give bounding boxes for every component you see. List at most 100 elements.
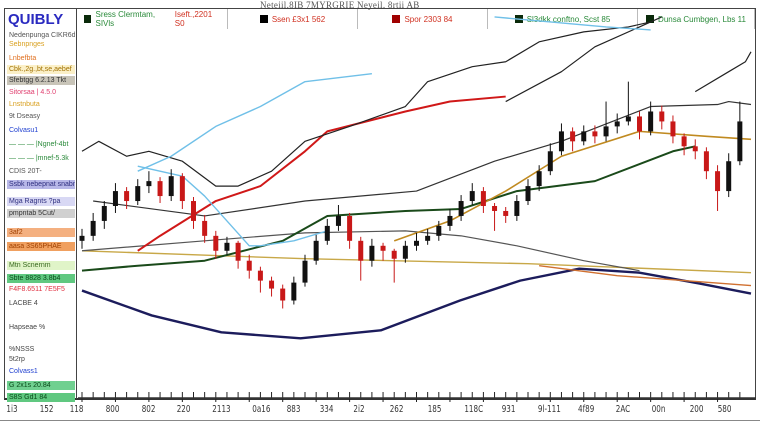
- candle-body: [146, 181, 152, 187]
- candle-body: [692, 146, 698, 152]
- candle-body: [525, 186, 531, 202]
- candle-body: [625, 116, 631, 122]
- candle-body: [514, 201, 520, 216]
- candle-body: [726, 161, 732, 192]
- x-tick-label: 2113: [212, 404, 231, 415]
- candle-body: [191, 201, 196, 221]
- sidebar-item[interactable]: 3af2: [7, 228, 75, 237]
- header-text: Neteiil.8IB 7MYRGRIE Neyeil. 8rtii AB: [260, 0, 420, 10]
- sidebar-item[interactable]: S8S Gd1 84: [7, 393, 75, 402]
- candle-body: [369, 245, 375, 261]
- candle-body: [648, 111, 654, 132]
- overlay-line: [137, 95, 506, 252]
- candle-body: [179, 176, 185, 202]
- sidebar-item[interactable]: Nedenpunga CIKR6d: [7, 31, 75, 40]
- legend-item[interactable]: Sress Clermtam, SIVls Iseft.,2201 S0: [78, 9, 228, 29]
- sidebar-item[interactable]: Mga Ragnts ?pa: [7, 197, 75, 206]
- sidebar-item[interactable]: Lnstnbuta: [7, 100, 75, 109]
- sidebar-item[interactable]: Lnbefbta: [7, 54, 75, 63]
- sidebar-item[interactable]: aasa 3S65PHAE: [7, 242, 75, 251]
- candle-body: [269, 280, 275, 289]
- logo: QUIBLY: [8, 11, 64, 28]
- candle-body: [469, 191, 475, 202]
- candle-body: [614, 121, 620, 127]
- x-tick-label: 802: [141, 404, 156, 415]
- chart-frame: [4, 8, 756, 400]
- x-tick-label: 931: [501, 404, 516, 415]
- overlay-line: [93, 100, 752, 217]
- candle-body: [135, 186, 141, 202]
- legend-item[interactable]: Spor 2303 84: [358, 9, 488, 29]
- candle-body: [90, 220, 96, 236]
- sidebar-item[interactable]: Mtn Scnernm: [7, 261, 75, 270]
- divider: [0, 420, 760, 421]
- sidebar-item[interactable]: Sitorsaa | 4.5.0: [7, 88, 75, 97]
- candle-body: [235, 242, 241, 261]
- legend-swatch-icon: [259, 15, 268, 23]
- x-axis: 1i3 152 118 800 802 220 2113 0a16 883 334 2i2 262 18…: [0, 404, 760, 418]
- legend-label: Dunsa Cumbgen, Lbs 11: [658, 14, 746, 24]
- sidebar-item[interactable]: Sfebtgg 6.2.13 Tkt: [7, 76, 75, 85]
- candle-body: [670, 121, 676, 137]
- x-tick-label: 152: [39, 404, 54, 415]
- sidebar-item[interactable]: LACBE 4: [7, 299, 75, 308]
- overlay-line: [137, 72, 372, 172]
- overlay-line: [694, 51, 752, 93]
- candle-body: [603, 126, 609, 137]
- sidebar-item[interactable]: Ssbk nebepnat snabnsd: [7, 180, 75, 189]
- candle-body: [425, 235, 431, 241]
- sidebar-item[interactable]: — — — |mnef-5.3k: [7, 154, 75, 163]
- legend-label: Sl3dkk conftno, Scst 85: [526, 14, 611, 24]
- x-tick-label: 883: [286, 404, 301, 415]
- candle-body: [414, 240, 419, 246]
- candle-body: [79, 235, 85, 241]
- candle-body: [313, 240, 319, 261]
- legend-swatch-icon: [392, 15, 401, 23]
- legend-item[interactable]: Ssen £3x1 562: [228, 9, 358, 29]
- x-tick-label: 00n: [651, 404, 666, 415]
- candle-body: [637, 116, 642, 132]
- sidebar-item[interactable]: F4F8.6511 7E5F5: [7, 285, 75, 294]
- overlay-line: [539, 264, 752, 287]
- legend-item[interactable]: Dunsa Cumbgen, Lbs 11: [638, 9, 755, 29]
- x-tick-label: 334: [319, 404, 334, 415]
- overlay-line: [81, 145, 696, 272]
- candle-body: [124, 191, 130, 202]
- x-tick-label: 4f89: [578, 404, 595, 415]
- sidebar-item[interactable]: Sebnpnges: [7, 40, 75, 49]
- candle-body: [581, 131, 587, 142]
- candle-body: [681, 136, 687, 147]
- candle-body: [503, 210, 509, 216]
- sidebar-item[interactable]: Colvasu1: [7, 126, 75, 135]
- sidebar-item[interactable]: Sbte 8828 3.8b4: [7, 274, 75, 283]
- legend-extra: Iseft.,2201 S0: [174, 10, 213, 28]
- x-tick-label: 118C: [464, 404, 484, 415]
- sidebar-item[interactable]: pmpntab 5Cut/: [7, 209, 75, 218]
- candle-body: [492, 206, 498, 211]
- x-tick-label: 262: [389, 404, 404, 415]
- candle-body: [335, 215, 341, 226]
- candle-body: [458, 201, 464, 216]
- legend-swatch-icon: [646, 15, 655, 23]
- sidebar-item[interactable]: 9t Dseasy: [7, 112, 75, 121]
- candle-body: [402, 245, 408, 259]
- sidebar-item[interactable]: — — — |Ngnef-4bt: [7, 140, 75, 149]
- overlay-line: [494, 16, 651, 31]
- candle-body: [302, 260, 308, 283]
- sidebar-item[interactable]: Hapseae %: [7, 323, 75, 332]
- candle-body: [447, 215, 453, 226]
- candle-body: [480, 191, 486, 206]
- sidebar-item[interactable]: Cbk.,2g.,bt,se,aebef: [7, 65, 75, 74]
- legend-swatch-icon: [84, 15, 92, 23]
- x-tick-label: 800: [105, 404, 120, 415]
- sidebar-item[interactable]: 5t2rp: [7, 355, 75, 364]
- sidebar-panel: QUIBLY Nedenpunga CIKR6d Sebnpnges Lnbefbt…: [5, 9, 77, 402]
- sidebar-item[interactable]: Colvass1: [7, 367, 75, 376]
- sidebar-item[interactable]: CDIS 20T-: [7, 167, 75, 176]
- overlay-line: [137, 165, 328, 247]
- x-tick-label: 9l-111: [537, 404, 561, 415]
- legend-label: Sress Clermtam, SIVls: [95, 10, 156, 28]
- sidebar-item[interactable]: G 2x1s 20.84: [7, 381, 75, 390]
- sidebar-item[interactable]: %NSSS: [7, 345, 75, 354]
